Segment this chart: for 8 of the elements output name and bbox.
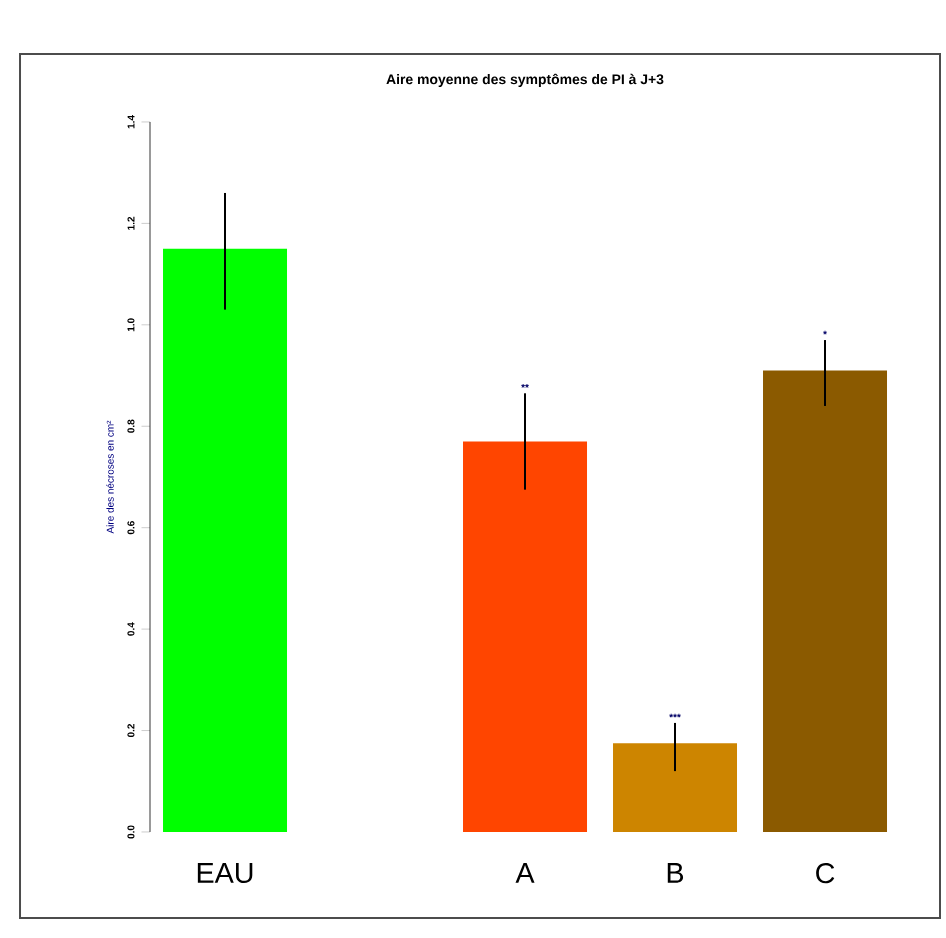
bar [163,248,288,832]
bar [763,370,888,832]
x-tick-label: A [515,863,535,883]
x-tick-label: C [816,863,835,884]
bar [613,743,738,832]
x-tick-label: EAU [197,863,253,884]
bar [463,441,588,832]
x-tick-label: B [667,863,684,883]
